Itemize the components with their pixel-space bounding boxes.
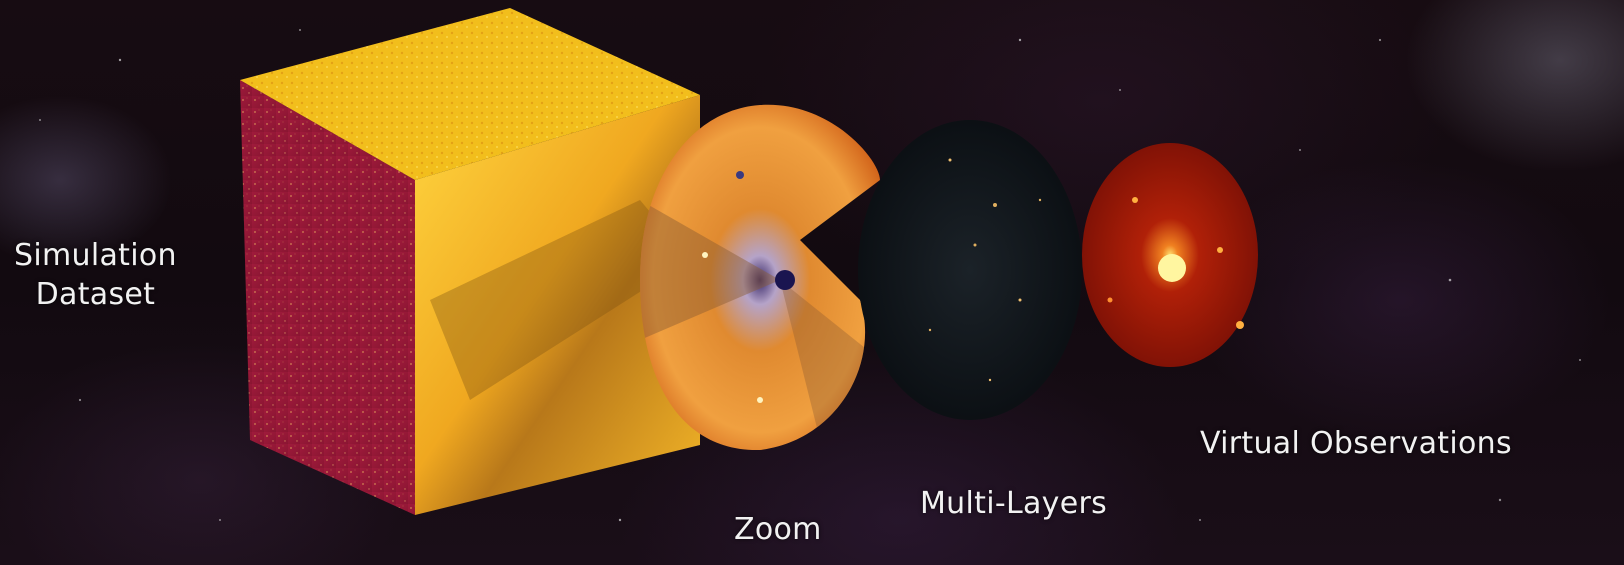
multi-layers-disc — [858, 120, 1082, 420]
virtual-observations-label: Virtual Observations — [1200, 424, 1512, 463]
simulation-label-line2: Dataset — [14, 275, 177, 314]
zoom-label: Zoom — [734, 510, 822, 549]
simulation-dataset-label: Simulation Dataset — [14, 236, 177, 314]
simulation-label-line1: Simulation — [14, 236, 177, 275]
virtual-observation-disc — [1082, 143, 1258, 367]
simulation-cube — [240, 8, 700, 515]
multi-layers-label: Multi-Layers — [920, 484, 1107, 523]
